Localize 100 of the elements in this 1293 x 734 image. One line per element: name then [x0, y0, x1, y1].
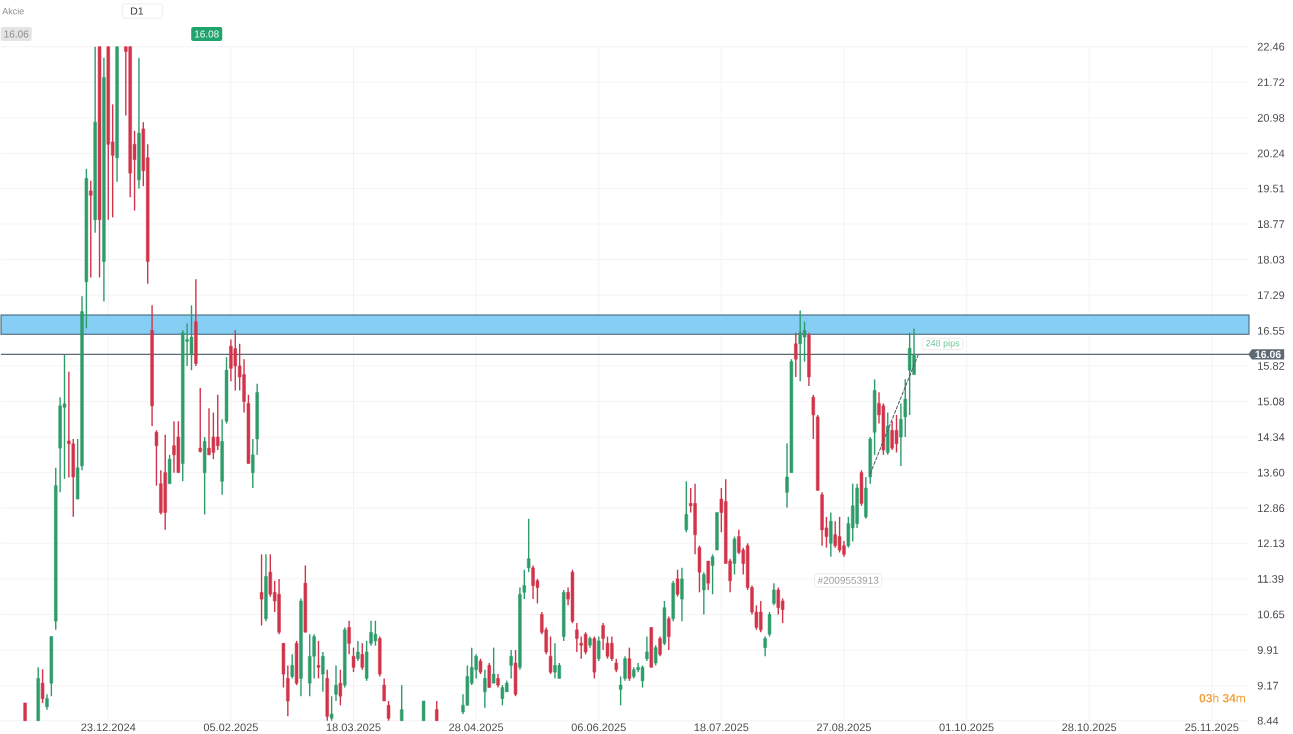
candlestick: [229, 338, 233, 382]
candlestick: [667, 615, 671, 651]
candlestick: [907, 332, 912, 416]
text: 16.06: [4, 30, 29, 38]
candlestick: [548, 635, 553, 675]
y-tick-label: 12.13: [1258, 539, 1285, 548]
candlestick: [483, 669, 487, 709]
candlestick: [680, 567, 684, 622]
candlestick: [89, 180, 93, 279]
x-tick-label: 18.03.2025: [326, 723, 381, 732]
candlestick: [811, 394, 815, 440]
candlestick: [772, 582, 776, 607]
x-tick-label: 23.12.2024: [81, 723, 136, 732]
y-tick-label: 14.34: [1258, 433, 1285, 441]
candlestick: [435, 700, 439, 722]
y-tick-label: 20.24: [1257, 149, 1285, 158]
candlestick: [351, 646, 356, 673]
candlestick: [575, 622, 579, 653]
annotation: #2009553913: [817, 576, 879, 584]
candlestick: [894, 414, 899, 454]
y-tick-label: 10.65: [1258, 610, 1285, 619]
y-tick-label: 13.60: [1258, 468, 1285, 477]
candlestick: [487, 662, 491, 689]
candlestick: [500, 684, 505, 707]
candlestick: [211, 411, 216, 460]
candlestick: [189, 304, 194, 371]
candlestick: [912, 327, 916, 376]
x-tick-label: 06.06.2025: [571, 723, 626, 732]
candlestick: [312, 633, 316, 680]
candlestick: [40, 668, 45, 704]
candlestick: [829, 511, 833, 558]
candlestick: [399, 684, 404, 722]
candlestick: [640, 664, 645, 689]
x-tick-label: 27.08.2025: [816, 723, 872, 732]
y-tick-label: 12.86: [1258, 504, 1285, 513]
candlestick: [198, 387, 202, 454]
candlestick: [623, 655, 627, 682]
candlestick: [172, 420, 176, 474]
candlestick: [347, 620, 351, 656]
candlestick: [509, 649, 513, 680]
y-tick-label: 21.72: [1257, 78, 1285, 87]
candlestick: [583, 631, 588, 656]
candlestick: [706, 560, 710, 591]
text: Akcie: [2, 7, 24, 15]
candlestick: [154, 429, 159, 487]
annotation: 03h 34m: [1199, 693, 1246, 703]
candlestick: [767, 611, 772, 638]
y-tick-label: 9.17: [1257, 681, 1279, 690]
x-tick-label: 01.10.2025: [939, 723, 994, 732]
candlestick: [658, 635, 662, 657]
candlestick: [207, 407, 211, 456]
candlestick: [329, 695, 334, 722]
candlestick: [618, 675, 623, 707]
y-tick-label: 19.51: [1258, 184, 1285, 193]
y-tick-label: 8.44: [1257, 716, 1279, 725]
y-tick-label: 18.77: [1258, 220, 1285, 228]
text: 16.08: [194, 30, 219, 38]
y-tick-label: 15.08: [1258, 397, 1285, 406]
y-tick-label: 17.29: [1258, 291, 1285, 300]
text: D1: [131, 7, 144, 15]
y-tick-label: 20.98: [1257, 113, 1285, 122]
y-tick-label: 15.82: [1258, 362, 1285, 370]
y-tick-label: 22.46: [1257, 42, 1285, 51]
candlestick: [259, 553, 264, 627]
x-tick-label: 28.04.2025: [449, 723, 504, 732]
x-tick-label: 18.07.2025: [694, 723, 749, 732]
candlestick: [360, 642, 364, 671]
candlestick: [321, 651, 325, 693]
candlestick: [373, 620, 378, 647]
candlestick: [702, 571, 706, 616]
candlestick: [794, 332, 798, 378]
x-tick-label: 25.11.2025: [1185, 723, 1239, 732]
x-tick-label: 05.02.2025: [203, 723, 258, 732]
candlestick: [837, 516, 842, 554]
candlestick: [290, 653, 294, 680]
candlestick: [491, 646, 496, 684]
candlestick: [421, 700, 426, 722]
y-tick-label: 11.39: [1258, 575, 1284, 583]
candlestick: [899, 402, 903, 467]
candlestick: [653, 644, 658, 667]
candlestick: [334, 664, 338, 702]
candlestick: [474, 653, 478, 680]
ref-line-label: 16.06: [1255, 350, 1281, 359]
candlestick: [553, 642, 557, 680]
candlestick: [67, 370, 71, 479]
candlestick: [316, 640, 321, 680]
candlestick: [645, 635, 649, 662]
candlestick: [526, 518, 531, 573]
x-tick-label: 28.10.2025: [1062, 723, 1117, 732]
candlestick: [684, 480, 689, 533]
y-tick-label: 18.03: [1258, 255, 1285, 264]
y-tick-label: 16.55: [1258, 326, 1285, 335]
candlestick: [386, 700, 391, 722]
candlestick: [338, 669, 343, 707]
candlestick: [382, 677, 386, 702]
annotation: 248 pips: [926, 339, 960, 349]
candlestick: [627, 646, 632, 682]
candlestick: [763, 635, 767, 657]
candlestick: [675, 569, 680, 598]
candlestick: [710, 553, 715, 595]
